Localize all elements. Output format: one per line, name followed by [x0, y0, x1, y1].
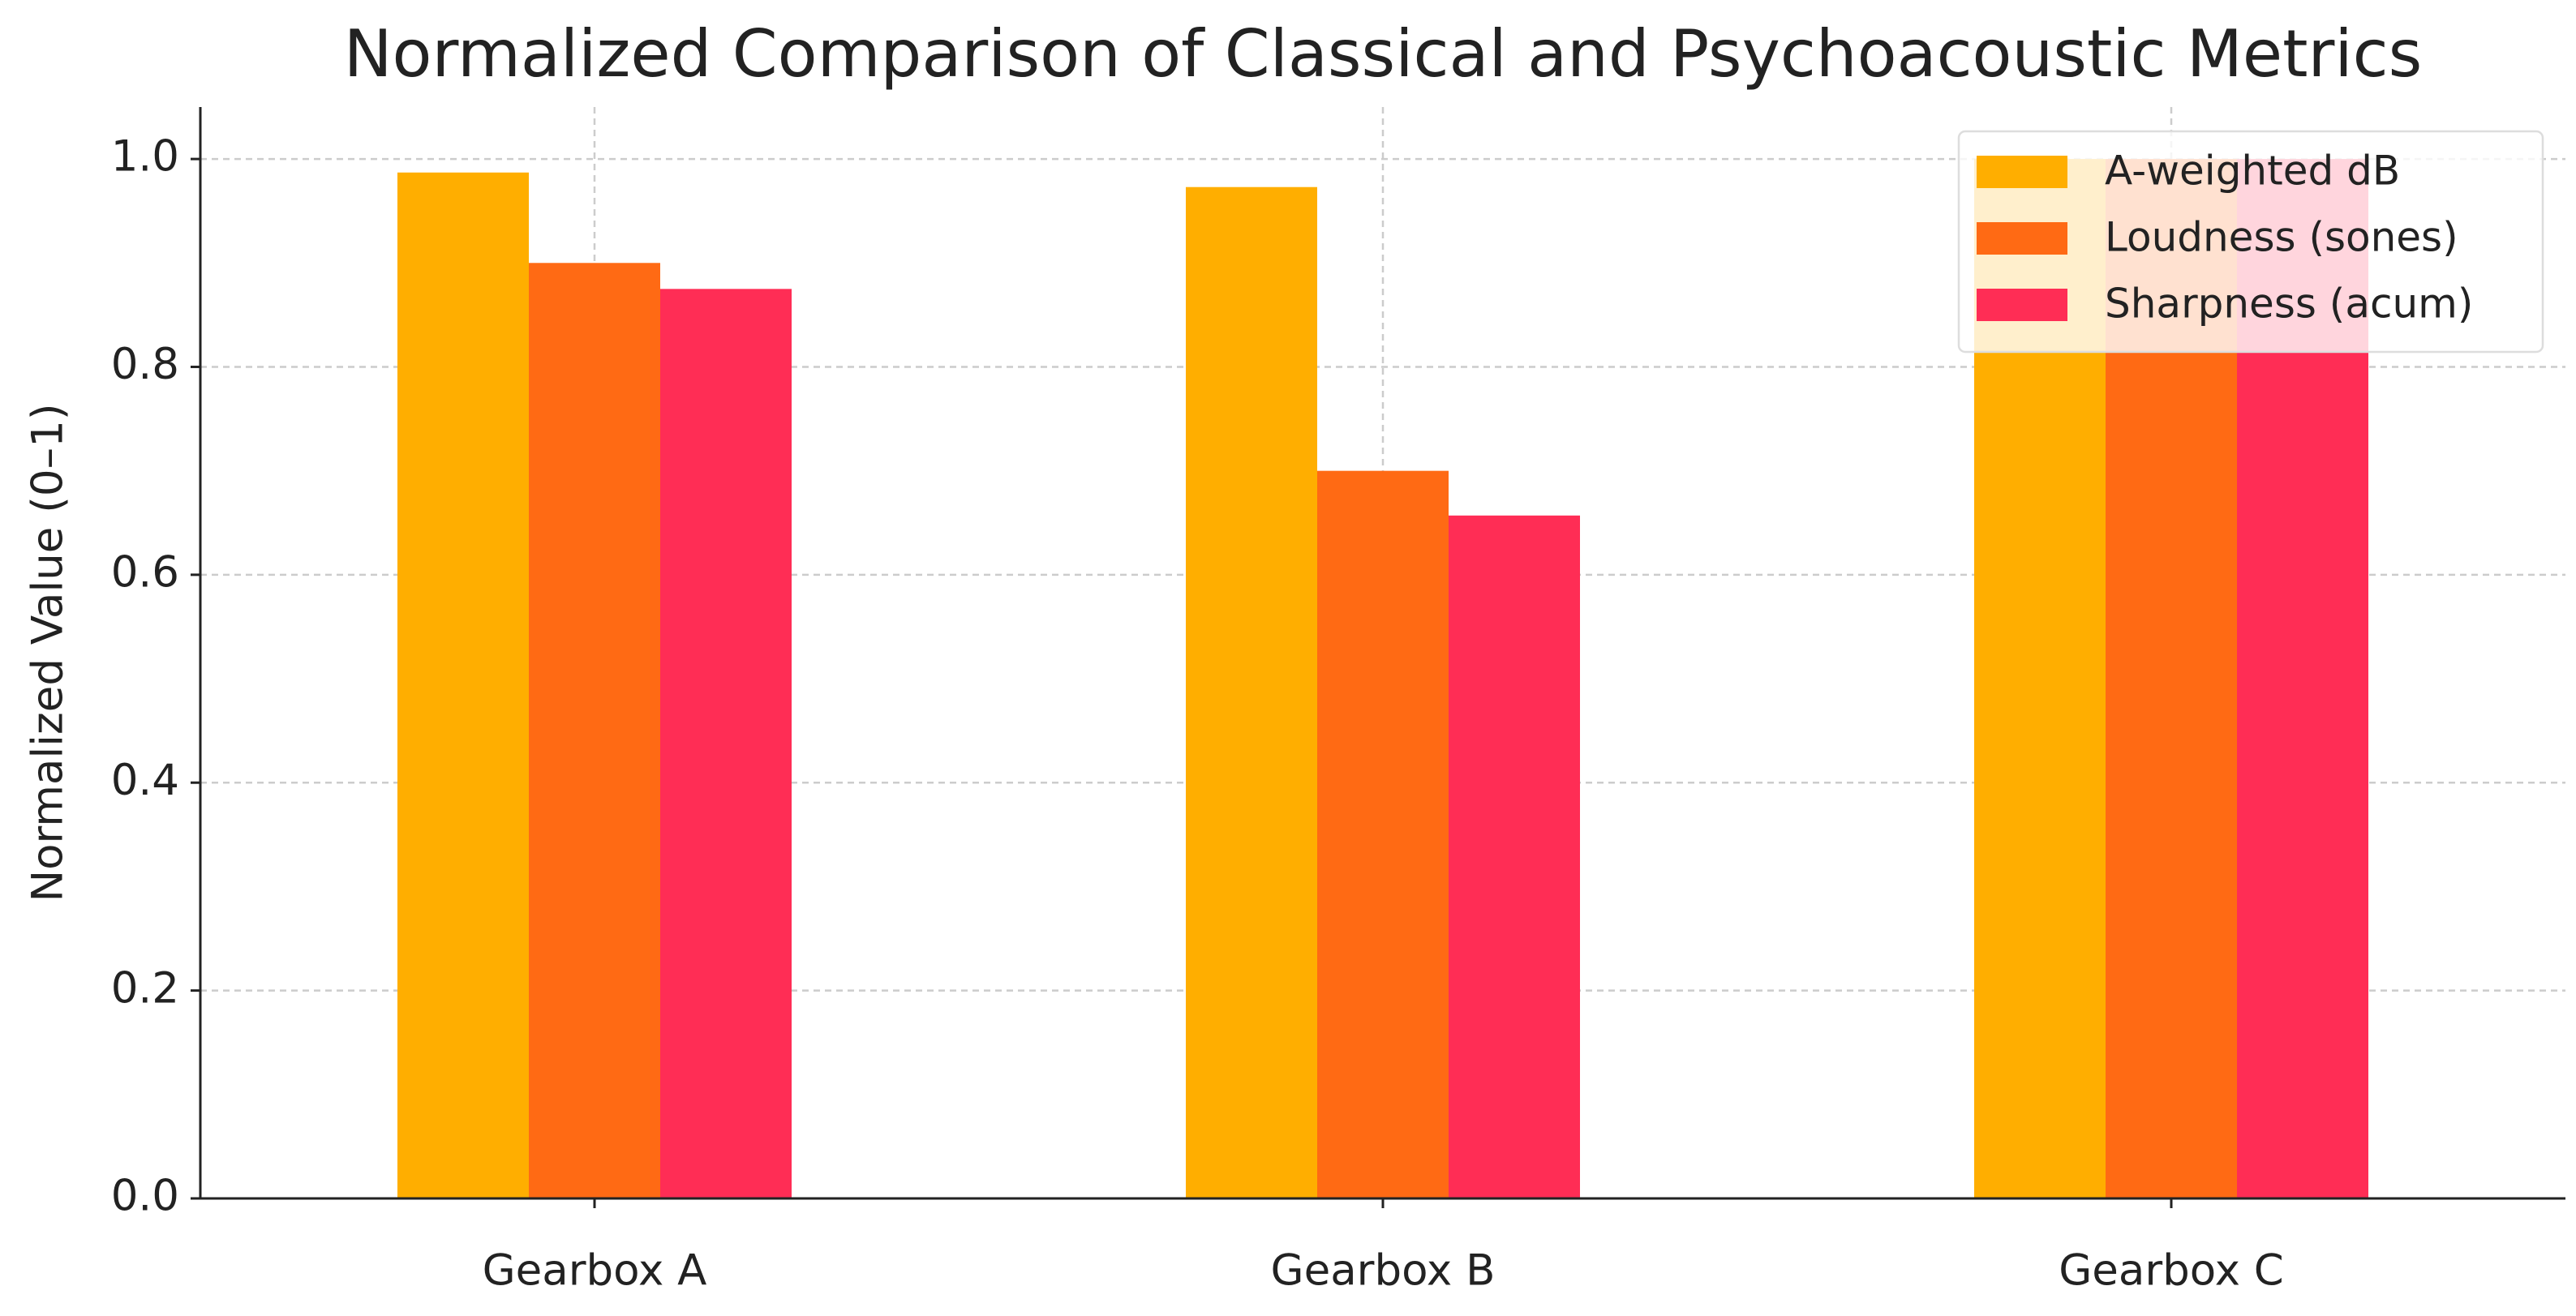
legend-swatch: [1977, 222, 2067, 255]
x-tick-label: Gearbox A: [483, 1246, 707, 1296]
y-axis-label: Normalized Value (0–1): [24, 403, 73, 902]
bar: [1449, 515, 1580, 1198]
y-tick-label: 0.4: [111, 756, 179, 805]
bar: [660, 289, 792, 1198]
y-tick-label: 0.6: [111, 547, 179, 597]
y-tick-label: 0.2: [111, 963, 179, 1013]
y-tick-label: 0.8: [111, 340, 179, 389]
bar: [397, 172, 529, 1198]
y-tick-label: 0.0: [111, 1172, 179, 1221]
legend-label: Sharpness (acum): [2105, 281, 2473, 328]
legend-label: Loudness (sones): [2105, 214, 2458, 261]
legend-swatch: [1977, 156, 2067, 188]
bars: [397, 159, 2368, 1199]
y-tick-label: 1.0: [111, 132, 179, 182]
bar: [1317, 470, 1449, 1198]
legend-label: A-weighted dB: [2105, 148, 2400, 195]
x-tick-label: Gearbox B: [1271, 1246, 1496, 1296]
legend-swatch: [1977, 289, 2067, 321]
x-tick-label: Gearbox C: [2059, 1246, 2284, 1296]
bar: [1186, 186, 1317, 1198]
legend-box: [1957, 130, 2544, 354]
bar: [529, 263, 660, 1199]
chart-title: Normalized Comparison of Classical and P…: [344, 16, 2423, 92]
